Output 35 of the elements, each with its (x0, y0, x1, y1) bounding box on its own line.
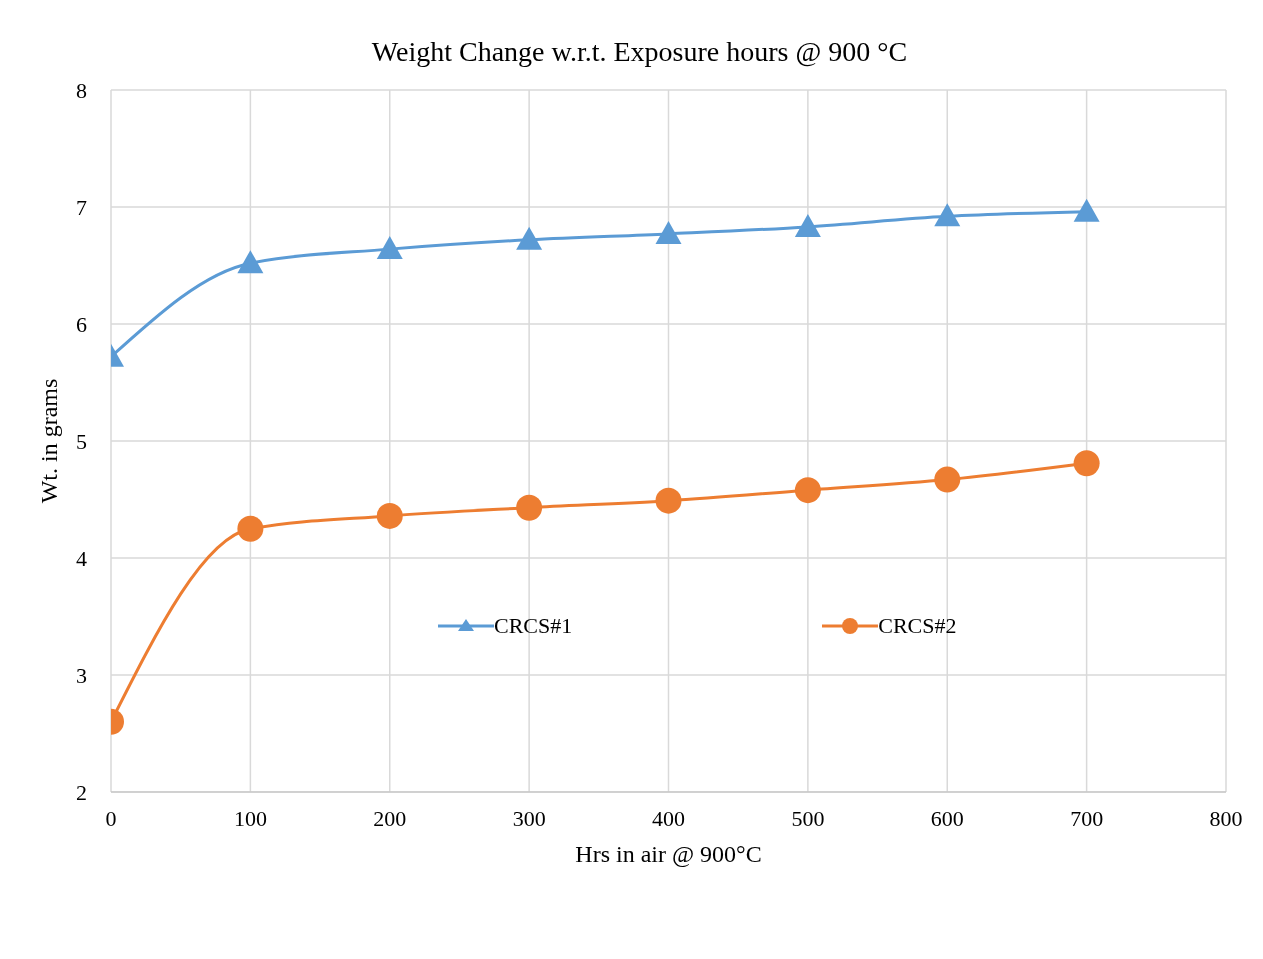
chart-title: Weight Change w.r.t. Exposure hours @ 900 °C (370, 36, 909, 68)
y-axis-title: Wt. in grams (35, 378, 62, 504)
y-tick-label: 4 (76, 545, 87, 571)
point (1073, 198, 1100, 222)
y-tick-label: 2 (76, 779, 87, 805)
point (934, 466, 961, 493)
x-tick-label: 200 (373, 805, 407, 831)
point (516, 494, 543, 521)
x-tick-label: 500 (791, 805, 825, 831)
point (237, 250, 264, 274)
point (237, 515, 264, 542)
point (655, 220, 682, 244)
point (1073, 450, 1100, 477)
point (794, 213, 821, 237)
legend-label: CRCS#2 (878, 613, 957, 639)
x-tick-label: 300 (512, 805, 546, 831)
point (655, 487, 682, 514)
point (794, 477, 821, 504)
x-tick-label: 600 (930, 805, 964, 831)
point (934, 203, 961, 227)
y-tick-label: 8 (76, 77, 87, 103)
point (376, 502, 403, 529)
y-tick-label: 3 (76, 662, 87, 688)
x-tick-label: 100 (233, 805, 267, 831)
x-tick-label: 400 (652, 805, 685, 831)
x-axis-title: Hrs in air @ 900°C (575, 841, 762, 867)
x-tick-label: 800 (1209, 805, 1243, 831)
point (516, 226, 543, 250)
y-tick-label: 7 (76, 194, 87, 220)
x-tick-label: 0 (105, 805, 117, 831)
y-tick-label: 5 (76, 428, 87, 454)
legend-label: CRCS#1 (494, 613, 573, 639)
x-tick-label: 700 (1070, 805, 1104, 831)
y-tick-label: 6 (76, 311, 87, 337)
point (376, 236, 403, 260)
